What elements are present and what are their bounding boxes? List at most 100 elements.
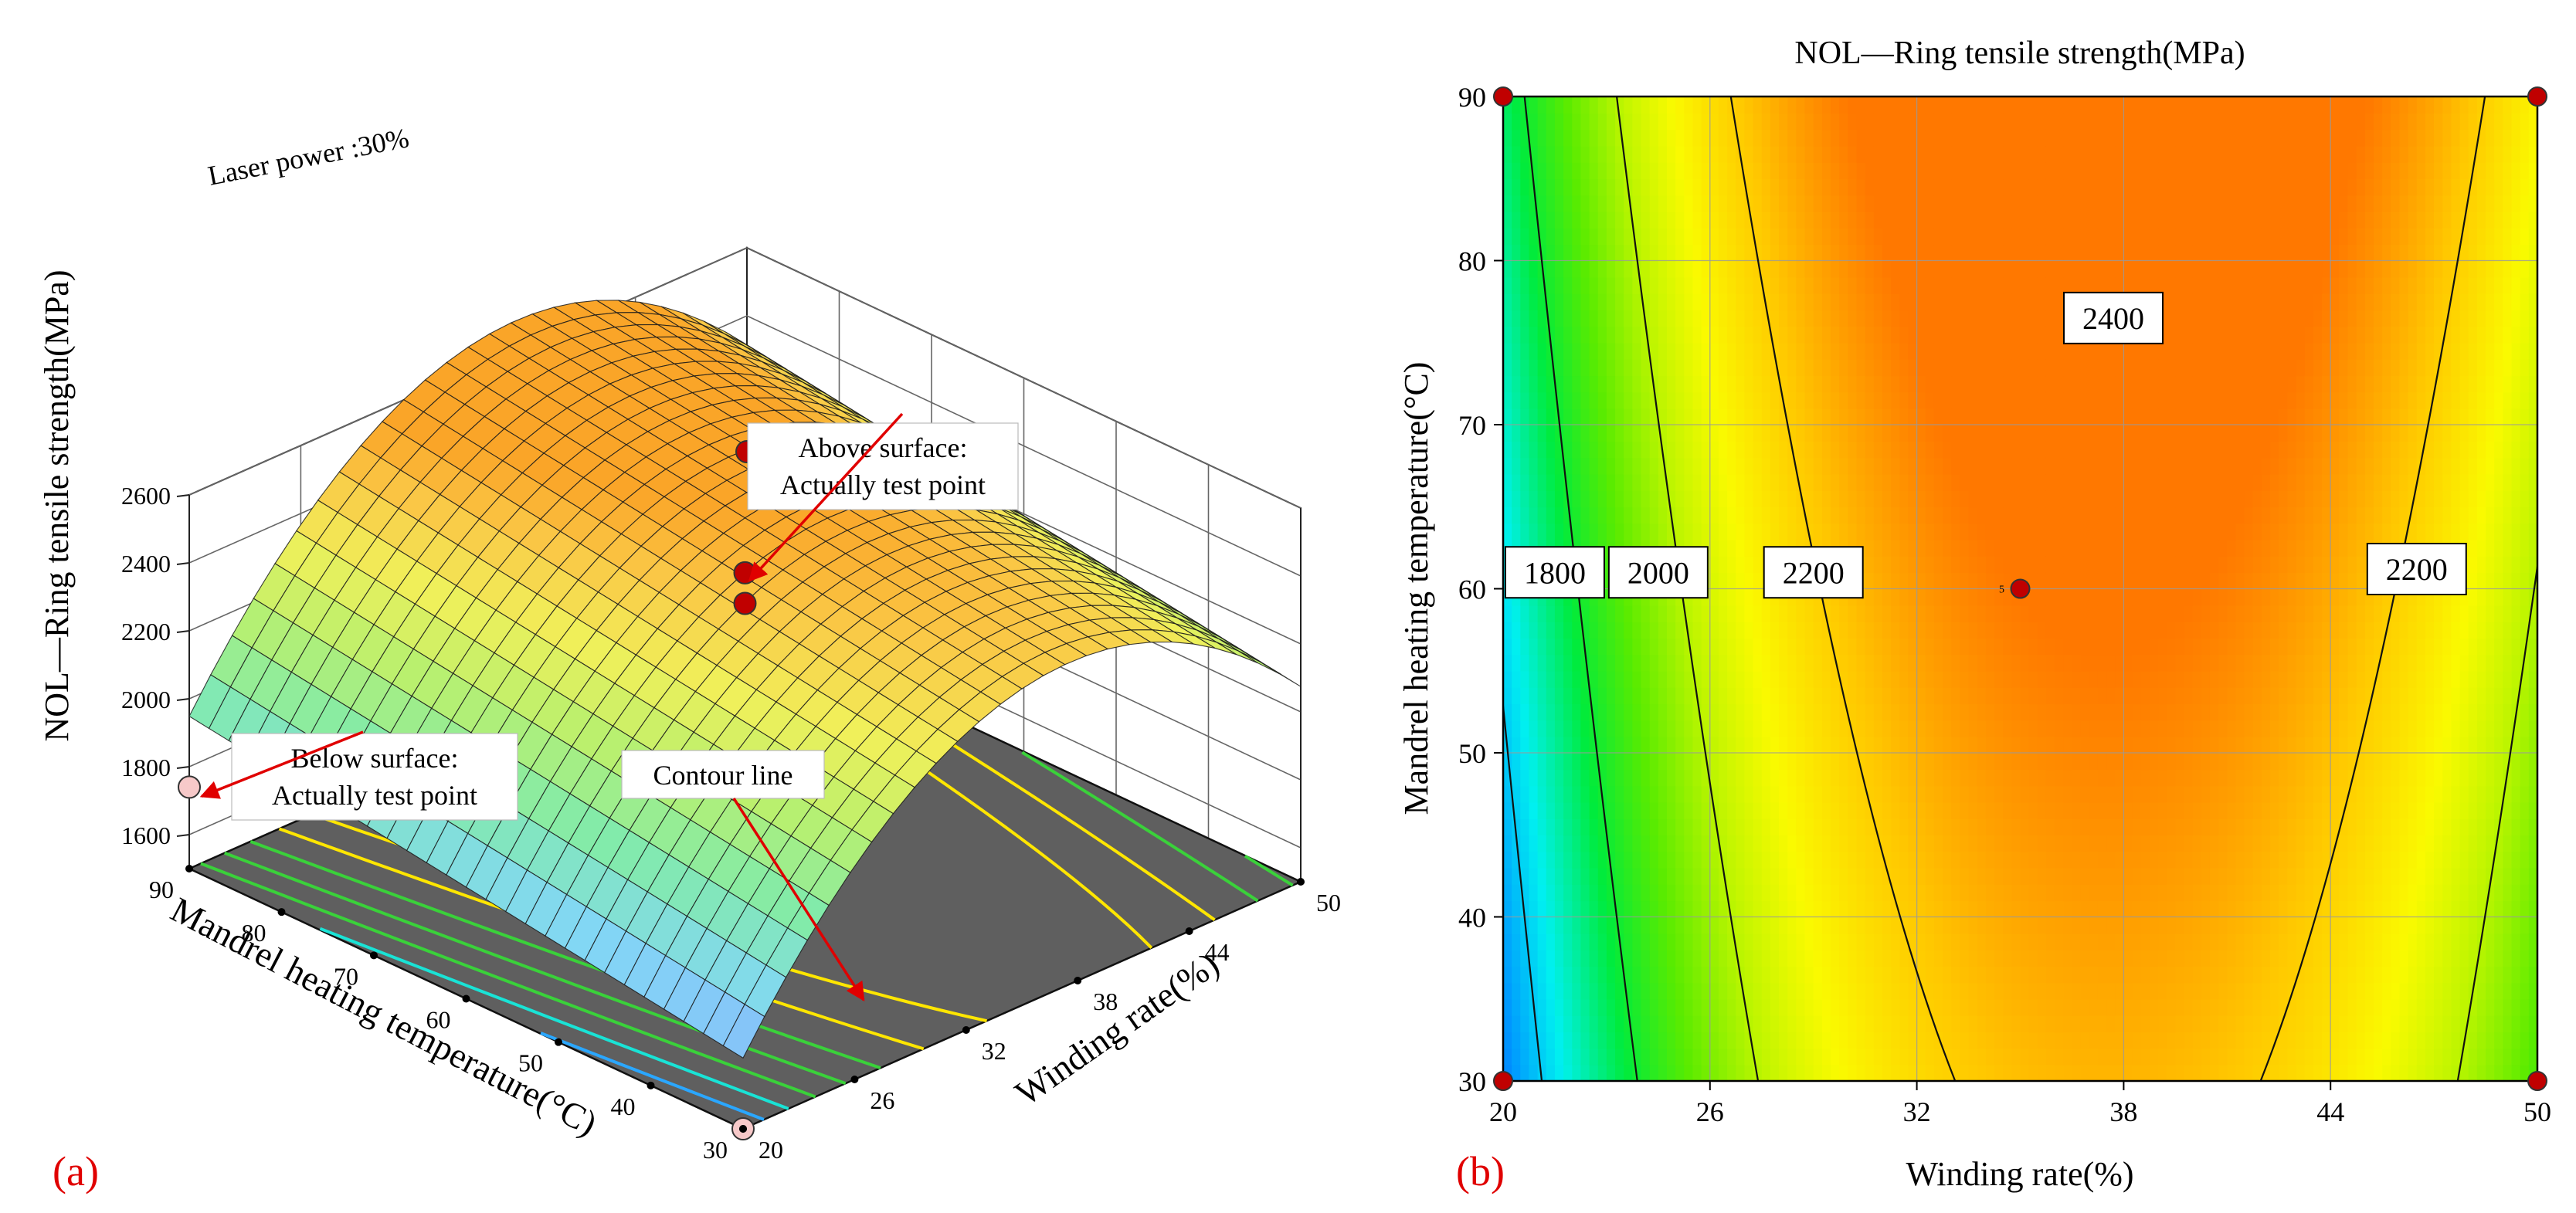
heat-cell bbox=[1546, 720, 1556, 737]
heat-cell bbox=[1960, 654, 1970, 672]
heat-cell bbox=[1865, 835, 1875, 852]
heat-cell bbox=[1977, 982, 1987, 1000]
heat-cell bbox=[1933, 129, 1943, 147]
heat-cell bbox=[1787, 982, 1797, 1000]
heat-cell bbox=[1908, 129, 1918, 147]
heat-cell bbox=[1839, 260, 1849, 278]
heat-cell bbox=[1985, 228, 1995, 246]
heat-cell bbox=[1977, 310, 1987, 327]
heat-cell bbox=[1933, 113, 1943, 130]
heat-cell bbox=[2020, 276, 2030, 294]
heat-cell bbox=[1899, 769, 1909, 787]
heat-cell bbox=[1787, 162, 1797, 180]
heat-cell bbox=[1968, 687, 1978, 705]
heat-cell bbox=[2045, 293, 2055, 311]
heat-cell bbox=[1933, 572, 1943, 590]
heat-cell bbox=[1968, 572, 1978, 590]
heat-cell bbox=[1951, 425, 1961, 442]
heat-cell bbox=[1848, 966, 1858, 984]
heat-cell bbox=[1554, 228, 1564, 246]
heat-cell bbox=[1520, 1015, 1530, 1033]
heat-cell bbox=[1641, 1032, 1651, 1049]
heat-cell bbox=[1813, 425, 1823, 442]
heat-cell bbox=[1753, 753, 1763, 771]
heat-cell bbox=[1736, 162, 1746, 180]
heat-cell bbox=[1960, 260, 1970, 278]
heat-cell bbox=[1933, 687, 1943, 705]
heat-cell bbox=[1744, 900, 1754, 918]
heat-cell bbox=[1779, 687, 1789, 705]
heat-cell bbox=[2045, 326, 2055, 344]
heat-cell bbox=[1692, 670, 1702, 688]
heat-cell bbox=[1821, 507, 1831, 524]
heat-cell bbox=[1899, 572, 1909, 590]
heat-cell bbox=[1503, 818, 1512, 836]
heat-cell bbox=[1916, 818, 1926, 836]
heat-cell bbox=[1624, 145, 1634, 163]
heat-cell bbox=[2037, 425, 2047, 442]
heat-cell bbox=[1727, 178, 1737, 196]
heat-cell bbox=[1546, 162, 1556, 180]
heat-cell bbox=[1943, 113, 1953, 130]
heat-cell bbox=[1951, 785, 1961, 803]
heat-cell bbox=[1580, 720, 1590, 737]
heat-cell bbox=[1554, 342, 1564, 360]
heat-cell bbox=[1529, 244, 1539, 262]
heat-cell bbox=[1873, 982, 1883, 1000]
heat-cell bbox=[1503, 998, 1512, 1016]
surface-patch bbox=[722, 1003, 765, 1059]
heat-cell bbox=[1503, 129, 1512, 147]
heat-cell bbox=[1589, 276, 1599, 294]
heat-cell bbox=[1744, 408, 1754, 425]
heat-cell bbox=[1933, 867, 1943, 885]
heat-cell bbox=[1667, 851, 1676, 869]
heat-cell bbox=[1994, 310, 2004, 327]
heat-cell bbox=[1779, 605, 1789, 622]
heat-cell bbox=[1813, 342, 1823, 360]
heat-cell bbox=[1813, 687, 1823, 705]
heat-cell bbox=[2003, 425, 2013, 442]
heat-cell bbox=[2003, 753, 2013, 771]
heat-cell bbox=[1597, 801, 1607, 819]
heat-cell bbox=[1925, 425, 1935, 442]
heat-cell bbox=[1597, 293, 1607, 311]
heat-cell bbox=[1848, 211, 1858, 229]
heat-cell bbox=[1658, 622, 1668, 639]
heat-cell bbox=[2003, 638, 2013, 656]
heat-cell bbox=[1796, 966, 1806, 984]
heat-cell bbox=[1512, 473, 1522, 491]
heat-cell bbox=[2063, 572, 2073, 590]
heat-cell bbox=[1891, 359, 1901, 377]
heat-cell bbox=[1718, 785, 1728, 803]
heat-cell bbox=[1943, 162, 1953, 180]
heat-cell bbox=[1727, 310, 1737, 327]
heat-cell bbox=[1873, 900, 1883, 918]
heat-cell bbox=[1606, 507, 1616, 524]
heat-cell bbox=[1512, 211, 1522, 229]
heat-cell bbox=[1813, 145, 1823, 163]
heat-cell bbox=[1512, 129, 1522, 147]
heat-cell bbox=[1597, 670, 1607, 688]
heat-cell bbox=[1503, 359, 1512, 377]
heat-cell bbox=[1908, 801, 1918, 819]
heat-cell bbox=[1632, 441, 1642, 459]
heat-cell bbox=[1537, 818, 1547, 836]
heat-cell bbox=[1503, 687, 1512, 705]
heat-cell bbox=[1554, 507, 1564, 524]
heat-cell bbox=[1546, 244, 1556, 262]
heat-cell bbox=[1718, 966, 1728, 984]
heat-cell bbox=[2072, 244, 2082, 262]
heat-cell bbox=[1960, 801, 1970, 819]
heat-cell bbox=[2080, 490, 2090, 508]
heat-cell bbox=[1649, 473, 1659, 491]
heat-cell bbox=[1624, 113, 1634, 130]
heat-cell bbox=[1925, 736, 1935, 754]
heat-cell bbox=[1624, 736, 1634, 754]
heat-cell bbox=[2003, 145, 2013, 163]
heat-cell bbox=[1821, 1015, 1831, 1033]
heat-cell bbox=[1865, 900, 1875, 918]
heat-cell bbox=[1701, 113, 1711, 130]
heat-cell bbox=[1839, 162, 1849, 180]
heat-cell bbox=[2028, 276, 2038, 294]
heat-cell bbox=[1512, 408, 1522, 425]
